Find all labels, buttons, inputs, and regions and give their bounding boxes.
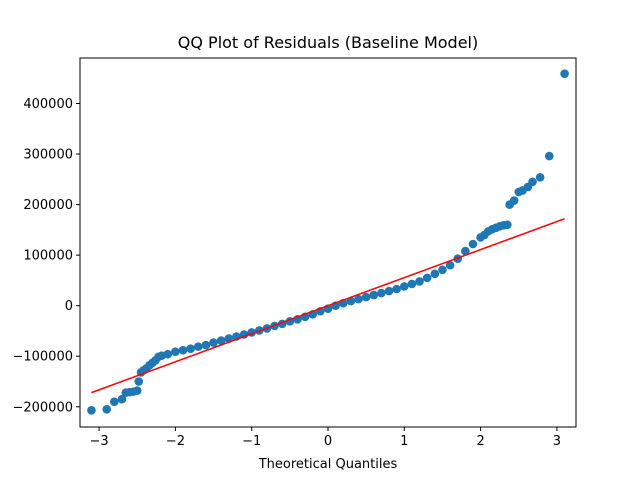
data-point <box>445 260 455 270</box>
y-tick-label: 200000 <box>23 198 73 213</box>
y-tick-label: 0 <box>65 299 73 314</box>
data-point <box>216 336 226 345</box>
data-point <box>201 340 211 350</box>
x-tick-label: 3 <box>553 434 561 449</box>
data-point <box>102 405 112 414</box>
data-point <box>132 386 142 395</box>
x-tick-label: 1 <box>400 434 408 449</box>
data-point <box>377 288 386 298</box>
data-point <box>361 292 371 302</box>
y-axis: −200000 −100000 0 100000 200000 300000 400000 <box>12 97 80 415</box>
chart-title: QQ Plot of Residuals (Baseline Model) <box>178 33 478 52</box>
y-tick-label: −200000 <box>12 400 73 415</box>
data-point <box>369 290 379 300</box>
data-point <box>407 279 417 289</box>
x-tick-label: −1 <box>242 434 261 449</box>
data-point <box>461 246 470 256</box>
y-tick-label: 100000 <box>23 249 73 264</box>
y-tick-label: −100000 <box>12 350 73 365</box>
data-point <box>134 377 144 386</box>
data-point <box>171 347 180 356</box>
data-point <box>209 338 218 347</box>
x-axis: −3 −2 −1 0 1 2 3 <box>89 427 561 449</box>
data-point <box>193 342 203 351</box>
x-tick-label: 0 <box>324 434 332 449</box>
y-tick-label: 400000 <box>23 97 73 112</box>
data-point <box>392 284 401 294</box>
data-point <box>117 394 127 404</box>
data-point <box>87 406 96 415</box>
x-tick-label: −3 <box>89 434 108 449</box>
data-point <box>178 345 188 355</box>
data-point <box>503 220 512 230</box>
data-point <box>438 265 447 275</box>
data-point <box>468 239 478 249</box>
data-point <box>186 344 195 353</box>
data-point <box>528 177 537 187</box>
data-point <box>163 349 173 359</box>
data-point <box>110 397 119 407</box>
data-point <box>384 286 394 296</box>
y-tick-label: 300000 <box>23 148 73 163</box>
x-tick-label: −2 <box>166 434 185 449</box>
data-point <box>430 269 440 279</box>
data-point <box>400 282 409 291</box>
x-axis-label: Theoretical Quantiles <box>258 457 398 472</box>
data-point <box>422 273 432 283</box>
data-point <box>535 172 545 182</box>
data-point <box>544 151 554 161</box>
plot-layer <box>87 69 569 415</box>
data-point <box>509 196 519 205</box>
reference-line <box>91 218 565 394</box>
data-point <box>560 69 569 78</box>
data-point <box>415 277 424 286</box>
x-tick-label: 2 <box>476 434 484 449</box>
data-point <box>346 296 356 306</box>
data-point <box>354 294 363 304</box>
